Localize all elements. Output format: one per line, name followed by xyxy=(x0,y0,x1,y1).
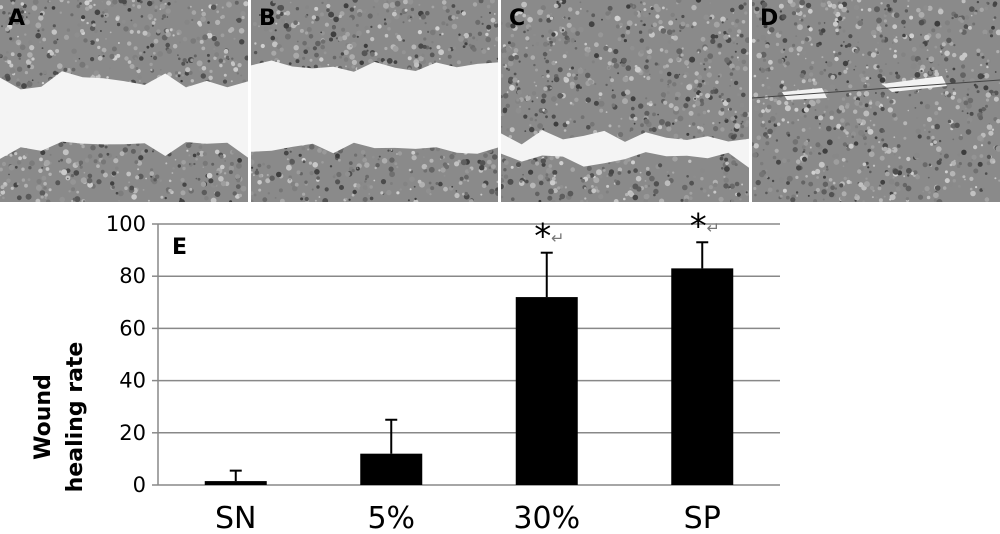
micrograph-panel-b: B xyxy=(251,0,498,202)
micrograph-panel-d: D xyxy=(752,0,1000,202)
y-tick-label: 40 xyxy=(119,369,146,393)
x-category-label: 5% xyxy=(367,501,415,534)
micrograph-panel-c: C xyxy=(501,0,749,202)
scratch-image-c xyxy=(501,0,749,202)
panel-letter-b: B xyxy=(259,6,276,31)
scratch-image-d xyxy=(752,0,1000,202)
y-tick-label: 60 xyxy=(119,316,146,340)
x-category-label: SP xyxy=(684,501,721,534)
x-axis-categories: SN 5% 30% SP xyxy=(215,501,721,534)
y-tick-label: 0 xyxy=(133,473,146,497)
bar-30pct xyxy=(515,297,578,485)
x-category-label: SN xyxy=(215,501,256,534)
panel-letter-d: D xyxy=(760,6,779,31)
bar-sp xyxy=(671,268,734,485)
significance-star: * xyxy=(534,217,551,257)
scratch-image-b xyxy=(251,0,498,202)
chart-bars xyxy=(204,268,734,485)
y-tick-label: 20 xyxy=(119,421,146,445)
y-tick-label: 80 xyxy=(119,264,146,288)
y-tick-label: 100 xyxy=(106,212,146,236)
x-category-label: 30% xyxy=(513,501,580,534)
y-axis-title-line-1: Wound xyxy=(31,374,56,460)
panel-letter-c: C xyxy=(509,6,526,31)
panel-letter-e: E xyxy=(172,235,187,260)
panel-letter-a: A xyxy=(8,6,26,31)
bar-sn xyxy=(204,481,267,485)
significance-star: * xyxy=(690,206,707,246)
micrograph-row: A B C D xyxy=(0,0,1000,202)
return-mark: ↵ xyxy=(707,218,720,237)
micrograph-panel-a: A xyxy=(0,0,248,202)
bar-5pct xyxy=(360,453,423,485)
significance-marks: * ↵ * ↵ xyxy=(534,206,720,256)
scratch-image-a xyxy=(0,0,248,202)
return-mark: ↵ xyxy=(551,229,564,248)
y-axis-ticks: 0 20 40 60 80 100 xyxy=(106,212,146,497)
chart-error-bars xyxy=(229,241,709,482)
y-axis-title-line-2: healing rate xyxy=(63,342,88,493)
